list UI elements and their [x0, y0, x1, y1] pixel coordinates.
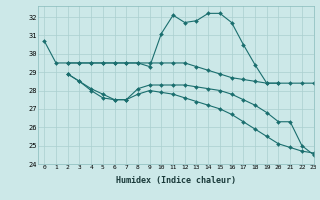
X-axis label: Humidex (Indice chaleur): Humidex (Indice chaleur) [116, 176, 236, 185]
